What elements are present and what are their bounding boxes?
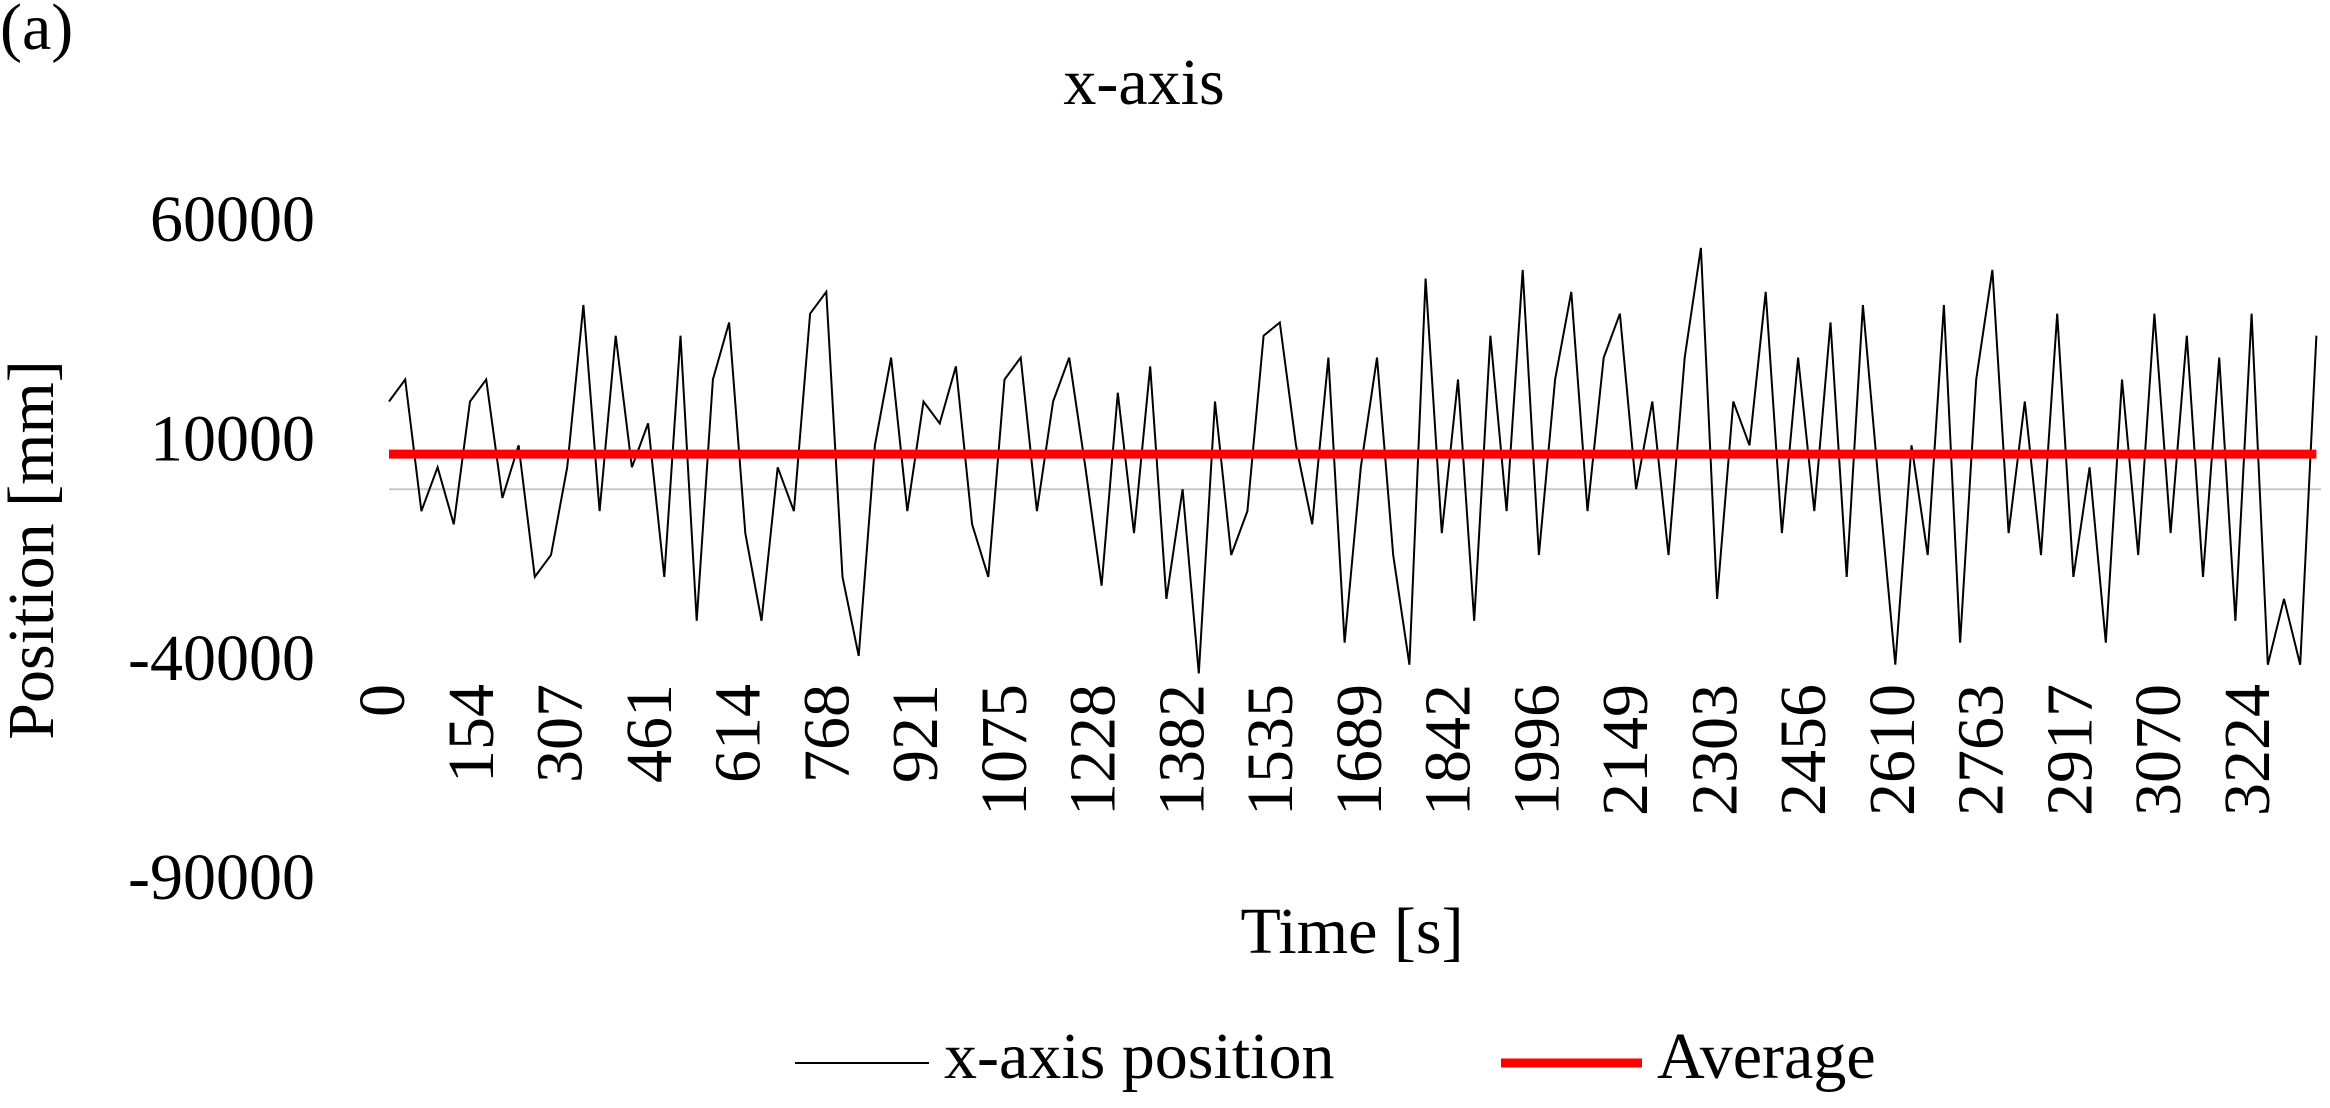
x-tick-label: 154 [435,684,508,783]
legend-label: Average [1657,1020,1876,1093]
x-tick-label: 0 [346,684,419,717]
x-tick-label: 1689 [1323,684,1396,816]
x-tick-label: 1996 [1501,684,1574,816]
x-tick-label: 1382 [1146,684,1219,816]
x-axis-title: Time [s] [1240,895,1463,968]
x-tick-label: 2303 [1678,684,1751,816]
x-tick-label: 614 [701,684,774,783]
y-axis-title: Position [mm] [0,360,68,740]
x-tick-label: 2763 [1944,684,2017,816]
x-tick-label: 1842 [1412,684,1485,816]
series-line [388,247,2318,674]
x-tick-label: 2917 [2033,684,2106,816]
x-tick-label: 1535 [1234,684,1307,816]
x-tick-label: 768 [790,684,863,783]
x-tick-label: 2610 [1856,684,1929,816]
chart-title: x-axis [1063,46,1224,119]
x-tick-label: 307 [524,684,597,783]
y-tick-label: -90000 [128,841,315,914]
x-tick-label: 921 [879,684,952,783]
x-tick-label: 3224 [2211,684,2284,816]
x-tick-label: 2456 [1767,684,1840,816]
y-tick-label: 10000 [150,402,315,475]
x-tick-label: 461 [613,684,686,783]
panel-label: (a) [0,0,73,64]
x-tick-label: 2149 [1589,684,1662,816]
y-tick-label: 60000 [150,183,315,256]
y-tick-label: -40000 [128,622,315,695]
x-tick-label: 1075 [968,684,1041,816]
x-tick-label: 3070 [2122,684,2195,816]
legend-label: x-axis position [944,1020,1335,1093]
x-tick-label: 1228 [1056,684,1129,816]
